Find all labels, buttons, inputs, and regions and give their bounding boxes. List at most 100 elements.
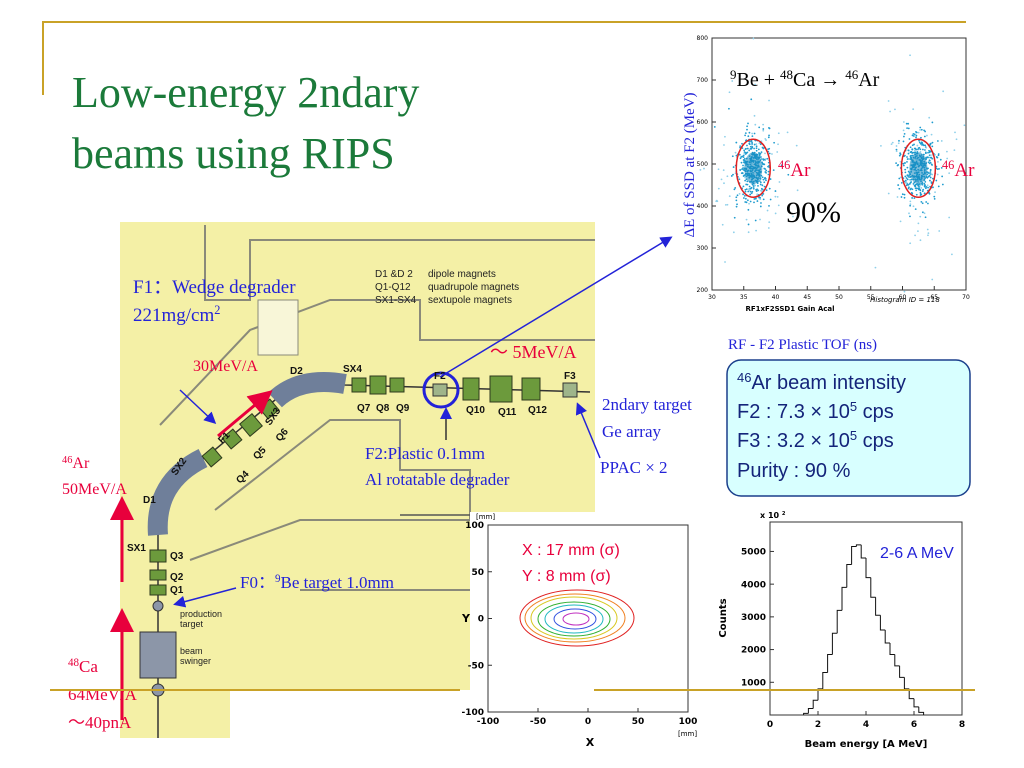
magnet-label: Q12 xyxy=(528,405,547,416)
scatter-dot xyxy=(769,178,772,180)
scatter-dot xyxy=(880,145,882,147)
histogram-bin xyxy=(855,544,862,547)
scatter-dot xyxy=(763,163,766,166)
scatter-dot xyxy=(902,162,905,165)
magnet-label: SX4 xyxy=(343,364,362,375)
scatter-dot xyxy=(749,145,752,148)
scatter-dot xyxy=(724,261,726,263)
cluster-cut xyxy=(735,138,772,198)
scatter-dot xyxy=(749,200,752,203)
histogram-bin xyxy=(836,609,842,634)
x-tick-label: 0 xyxy=(585,717,591,727)
scatter-dot xyxy=(914,234,916,237)
scatter-dot xyxy=(777,132,780,135)
axis-label: Counts xyxy=(718,598,729,637)
scatter-dot xyxy=(897,142,900,145)
scatter-dot xyxy=(753,201,755,204)
focal-chamber xyxy=(562,382,578,398)
scatter-dot xyxy=(774,212,777,215)
scatter-dot xyxy=(919,148,922,151)
scatter-dot xyxy=(911,144,914,147)
cluster-cut xyxy=(900,138,937,198)
histogram-bin xyxy=(846,564,852,588)
scatter-dot xyxy=(734,187,737,189)
scatter-dot xyxy=(948,172,951,175)
scatter-dot xyxy=(914,208,917,210)
superscript: 5 xyxy=(850,399,857,414)
annotation: 2ndary target xyxy=(602,395,692,414)
scatter-dot xyxy=(759,196,762,199)
scatter-dot xyxy=(753,132,756,135)
scatter-dot xyxy=(909,155,912,158)
scatter-dot xyxy=(907,122,910,125)
scatter-dot xyxy=(940,140,943,142)
annotation: ～40pnA xyxy=(68,713,132,732)
legend-key: SX1-SX4 xyxy=(375,295,417,306)
magnet-label: Q3 xyxy=(170,551,184,562)
scatter-dot xyxy=(927,186,929,189)
annotation: Y : 8 mm (σ) xyxy=(522,568,611,585)
target-label: production xyxy=(180,609,222,619)
scatter-dot xyxy=(751,132,754,135)
scatter-dot xyxy=(742,193,744,196)
histogram-bin xyxy=(807,707,814,714)
magnet xyxy=(351,377,367,393)
scatter-dot xyxy=(731,80,734,82)
scatter-dot xyxy=(761,146,764,149)
contour xyxy=(537,601,611,637)
scatter-dot xyxy=(745,183,748,186)
scatter-dot xyxy=(916,144,919,147)
scatter-dot xyxy=(761,184,764,187)
scatter-dot xyxy=(748,185,751,188)
scatter-dot xyxy=(922,188,925,191)
scatter-dot xyxy=(902,129,905,132)
scatter-dot xyxy=(753,147,755,150)
x-tick-label: 6 xyxy=(911,720,917,730)
info-line: F2 : 7.3 × 105 cps xyxy=(737,399,894,424)
scatter-dot xyxy=(754,197,757,200)
legend-text: dipole magnets xyxy=(428,269,496,280)
scatter-dot xyxy=(920,187,923,189)
diagram-background xyxy=(120,690,230,738)
wall xyxy=(204,225,595,301)
scatter-dot xyxy=(924,216,927,219)
scatter-dot xyxy=(765,179,767,182)
scatter-dot xyxy=(741,168,743,171)
scatter-dot xyxy=(963,124,966,127)
text-part: F0： xyxy=(240,573,275,592)
scatter-dot xyxy=(936,140,939,142)
text-part: F3 : 3.2 × 10 xyxy=(737,430,850,452)
annotation: 50MeV/A xyxy=(62,481,127,498)
annotation: 64MeV/A xyxy=(68,685,138,704)
superscript: 9 xyxy=(730,67,737,82)
scatter-dot xyxy=(921,142,923,145)
scatter-dot xyxy=(924,130,927,133)
scatter-dot xyxy=(765,189,768,192)
scatter-dot xyxy=(759,218,761,221)
scatter-dot xyxy=(762,159,765,161)
scatter-dot xyxy=(929,173,932,175)
scatter-dot xyxy=(747,208,750,211)
emittance-plot: -100 -50 0 50 100 -100 -50 0 50 100 [mm] [mm] Y X… xyxy=(461,512,697,756)
scatter-dot xyxy=(731,155,734,158)
scatter-dot xyxy=(937,185,940,188)
scatter-dot xyxy=(904,179,907,182)
scatter-dot xyxy=(746,183,749,186)
y-tick-label: 200 xyxy=(697,287,709,294)
scatter-dot xyxy=(909,203,912,206)
scatter-dot xyxy=(742,197,745,199)
scatter-dot xyxy=(907,152,910,155)
scatter-dot xyxy=(921,202,924,205)
scatter-dot xyxy=(919,126,922,129)
magnet xyxy=(149,584,167,596)
scatter-dot xyxy=(764,137,767,140)
scatter-dot xyxy=(747,190,750,193)
superscript: 2 xyxy=(782,511,786,517)
text-part: cps xyxy=(857,430,894,452)
scatter-dot xyxy=(897,164,900,166)
info-box: 46Ar beam intensity F2 : 7.3 × 105 cps F… xyxy=(726,359,971,497)
histogram-bin xyxy=(860,544,866,559)
magnet xyxy=(221,428,243,450)
scatter-dot xyxy=(723,144,725,146)
